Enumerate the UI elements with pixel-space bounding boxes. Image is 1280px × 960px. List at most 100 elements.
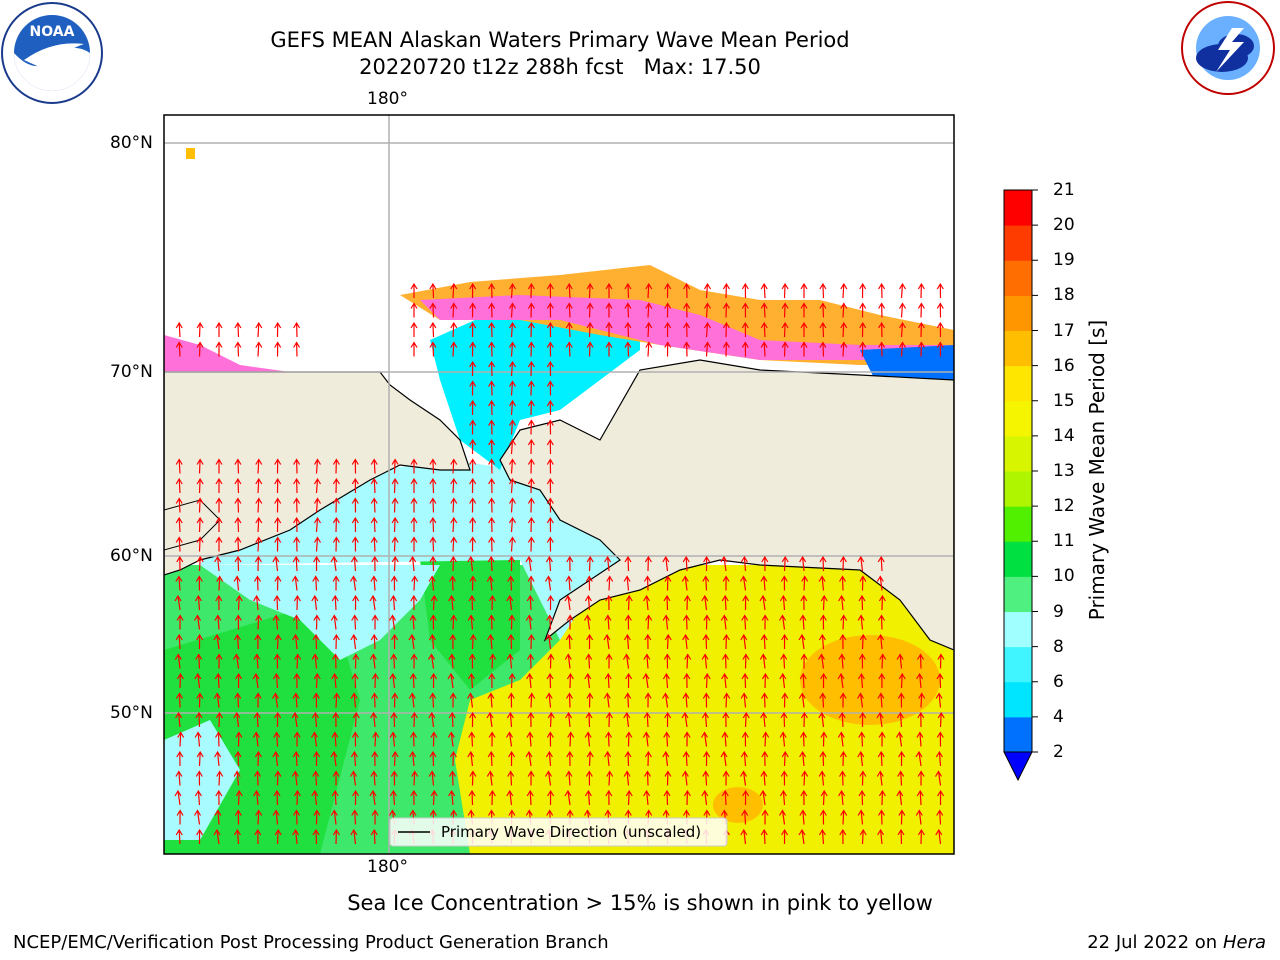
wave-arrow [370, 458, 378, 474]
wave-arrow [391, 536, 399, 552]
wave-arrow [253, 789, 261, 806]
wave-arrow [370, 536, 378, 552]
wave-arrow [468, 653, 476, 669]
wave-arrow [408, 692, 416, 708]
lon-label-bottom: 180° [367, 857, 408, 877]
wave-arrow [255, 458, 263, 474]
wave-arrow [720, 750, 728, 767]
wave-arrow [819, 750, 827, 767]
wave-arrow [429, 321, 437, 338]
wave-arrow [428, 633, 436, 650]
wave-arrow [760, 633, 768, 650]
wave-arrow [565, 302, 573, 318]
wave-arrow [176, 614, 184, 630]
wave-arrow [761, 555, 769, 572]
wave-arrow [293, 672, 301, 689]
wave-arrow [371, 809, 379, 825]
wave-arrow [819, 555, 827, 572]
wave-arrow [840, 321, 848, 338]
colorbar-tick-label: 4 [1053, 706, 1064, 727]
wave-arrow [585, 575, 593, 591]
wave-arrow [487, 633, 495, 650]
wave-arrow [936, 282, 944, 299]
wave-arrow [759, 789, 767, 806]
wave-arrow [391, 633, 399, 650]
wave-arrow [781, 692, 789, 708]
wave-arrow [429, 555, 437, 572]
wave-arrow [175, 458, 183, 474]
wave-arrow [801, 770, 809, 786]
wave-arrow [488, 438, 496, 455]
wave-arrow [840, 341, 848, 357]
wave-arrow [175, 575, 183, 591]
colorbar-segment [1004, 541, 1032, 577]
wave-arrow [370, 575, 378, 591]
wave-arrow [799, 750, 807, 767]
colorbar-tick-label: 19 [1053, 250, 1075, 271]
wave-arrow [681, 575, 689, 591]
wave-arrow [196, 633, 204, 650]
wave-arrow [450, 516, 458, 533]
wave-arrow [233, 575, 241, 591]
wave-arrow [313, 458, 322, 474]
wave-arrow [798, 633, 806, 650]
wave-arrow [721, 653, 730, 669]
wave-arrow [527, 302, 535, 318]
wave-arrow [586, 321, 594, 338]
wave-arrow [720, 555, 728, 572]
wave-arrow [272, 555, 280, 572]
wave-arrow [527, 536, 535, 552]
wave-arrow [565, 341, 573, 357]
wave-arrow [896, 789, 904, 806]
wave-arrow [370, 516, 378, 533]
wave-arrow [291, 711, 299, 728]
wave-arrow [801, 575, 809, 591]
wave-arrow [663, 731, 671, 747]
wave-arrow [546, 731, 554, 747]
wave-arrow [507, 633, 515, 650]
wave-arrow [586, 555, 594, 572]
wave-arrow [233, 633, 241, 650]
wave-arrow [586, 750, 594, 767]
wave-arrow [389, 789, 397, 806]
colorbar-segment [1004, 435, 1032, 472]
wave-arrow [664, 302, 672, 318]
wave-arrow [469, 770, 477, 786]
wave-arrow [235, 594, 243, 611]
wave-arrow [644, 633, 652, 650]
wave-arrow [450, 497, 458, 513]
wave-arrow [391, 555, 399, 572]
wave-arrow [508, 555, 516, 572]
wave-arrow [351, 731, 359, 747]
wave-arrow [351, 477, 359, 494]
wave-arrow [819, 692, 827, 708]
colorbar-tick-label: 10 [1053, 566, 1075, 587]
wave-arrow [662, 555, 670, 572]
wave-arrow [839, 555, 847, 572]
wave-arrow [586, 692, 594, 708]
wave-arrow [331, 731, 339, 747]
wave-arrow [175, 633, 183, 650]
wave-arrow [508, 516, 517, 533]
wave-arrow [409, 672, 417, 689]
wave-arrow [566, 672, 574, 689]
wave-arrow [721, 731, 729, 747]
wave-arrow [430, 731, 438, 747]
wave-arrow [448, 653, 456, 669]
wave-arrow [606, 770, 614, 786]
wave-arrow [800, 789, 808, 806]
wave-arrow [566, 750, 574, 767]
wave-arrow [469, 458, 477, 474]
wave-arrow [469, 536, 477, 552]
colorbar-tick-label: 15 [1053, 390, 1075, 411]
wave-arrow [760, 770, 768, 786]
wave-arrow [564, 653, 572, 669]
wave-arrow [449, 692, 457, 708]
wave-arrow [174, 653, 182, 669]
wave-arrow [351, 497, 359, 513]
wave-arrow [760, 711, 768, 728]
wave-arrow [916, 789, 924, 806]
wave-arrow [427, 653, 436, 669]
wave-arrow [291, 575, 299, 591]
wave-arrow [234, 809, 242, 825]
